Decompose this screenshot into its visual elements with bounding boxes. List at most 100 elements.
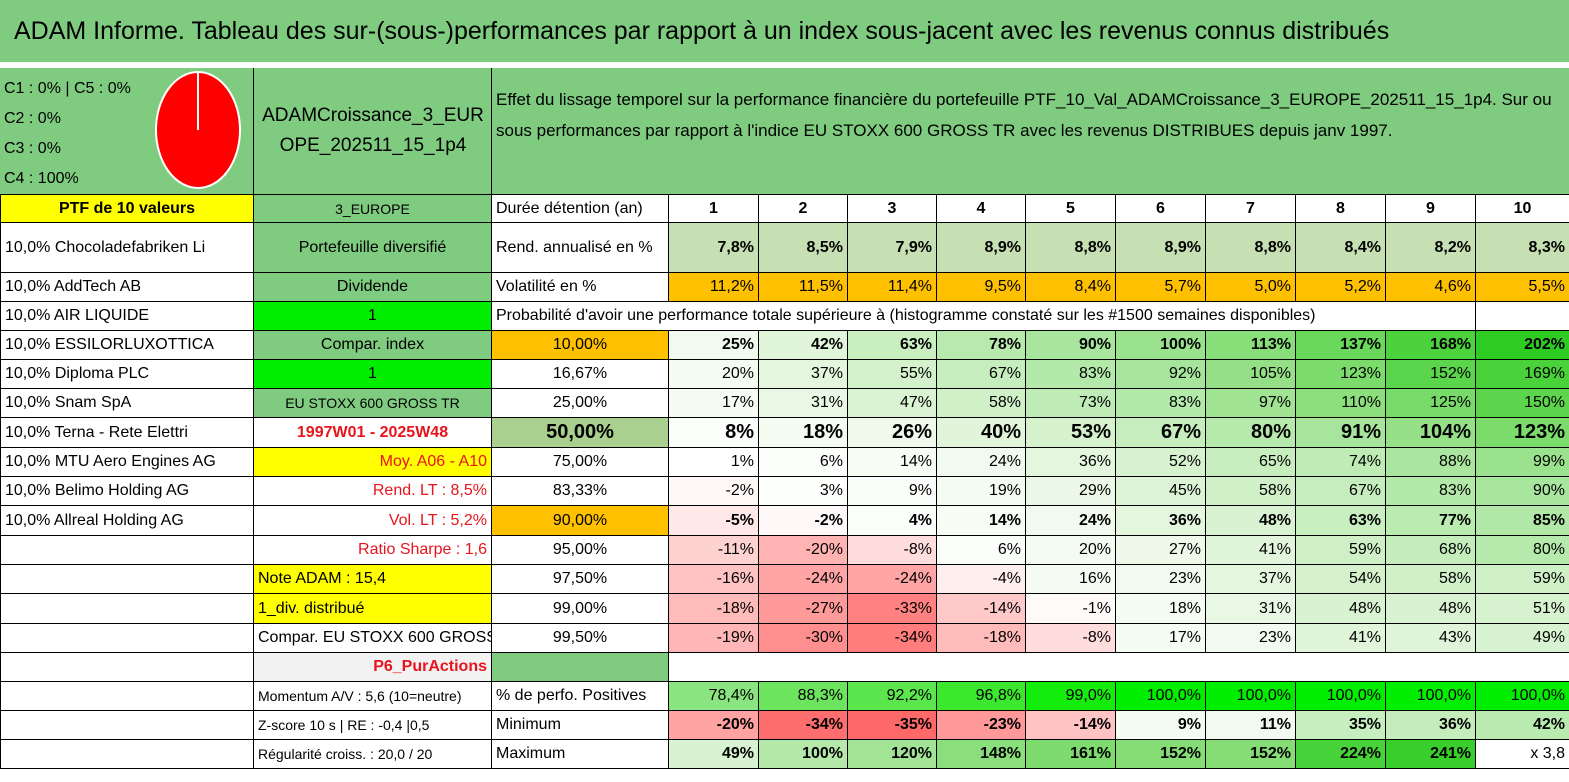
value-cell: 48% bbox=[1295, 593, 1386, 624]
class-list: C1 : 0% | C5 : 0% C2 : 0% C3 : 0% C4 : 1… bbox=[4, 74, 131, 194]
value-cell: 4,6% bbox=[1385, 272, 1476, 302]
value-cell: 169% bbox=[1475, 359, 1569, 389]
holding-cell bbox=[0, 535, 254, 565]
value-cell: 100,0% bbox=[1205, 681, 1296, 711]
value-cell: -8% bbox=[1025, 623, 1116, 653]
value-cell: 54% bbox=[1295, 564, 1386, 594]
value-cell: 24% bbox=[936, 447, 1026, 477]
value-cell: 7,9% bbox=[847, 222, 937, 273]
value-cell: 90% bbox=[1025, 330, 1116, 360]
value-cell: 100,0% bbox=[1295, 681, 1386, 711]
class-line: C4 : 100% bbox=[4, 170, 79, 187]
value-cell: -19% bbox=[668, 623, 759, 653]
row-label-cell: Durée détention (an) bbox=[491, 194, 669, 223]
value-cell: 77% bbox=[1385, 505, 1476, 536]
row-label-cell bbox=[491, 652, 669, 682]
value-cell: 152% bbox=[1205, 739, 1296, 769]
allocation-pie-chart bbox=[155, 71, 241, 189]
value-cell: 9% bbox=[1115, 710, 1206, 740]
holding-cell: 10,0% Allreal Holding AG bbox=[0, 505, 254, 536]
value-cell: 2 bbox=[758, 194, 848, 223]
value-cell: 48% bbox=[1205, 505, 1296, 536]
row-label-cell: 95,00% bbox=[491, 535, 669, 565]
value-cell: 5,5% bbox=[1475, 272, 1569, 302]
value-cell: -20% bbox=[668, 710, 759, 740]
value-cell: 10 bbox=[1475, 194, 1569, 223]
value-cell: 120% bbox=[847, 739, 937, 769]
value-cell: 45% bbox=[1115, 476, 1206, 506]
value-cell: 23% bbox=[1115, 564, 1206, 594]
value-cell: 11,4% bbox=[847, 272, 937, 302]
value-cell: 31% bbox=[758, 388, 848, 418]
value-cell: 47% bbox=[847, 388, 937, 418]
value-cell: 152% bbox=[1115, 739, 1206, 769]
value-cell: 83% bbox=[1025, 359, 1116, 389]
value-cell: 8,8% bbox=[1025, 222, 1116, 273]
table-row: Z-score 10 s | RE : -0,4 |0,5 Minimum -20%… bbox=[0, 710, 1569, 740]
value-cell: 5 bbox=[1025, 194, 1116, 223]
value-cell: 80% bbox=[1205, 417, 1296, 448]
value-cell: 59% bbox=[1475, 564, 1569, 594]
value-cell: 6% bbox=[936, 535, 1026, 565]
value-cell: 74% bbox=[1295, 447, 1386, 477]
value-cell: 85% bbox=[1475, 505, 1569, 536]
value-cell: -16% bbox=[668, 564, 759, 594]
value-cell: -23% bbox=[936, 710, 1026, 740]
value-cell: 49% bbox=[668, 739, 759, 769]
table-row: 10,0% AddTech AB Dividende Volatilité en %… bbox=[0, 272, 1569, 302]
value-cell: 105% bbox=[1205, 359, 1296, 389]
value-cell: 224% bbox=[1295, 739, 1386, 769]
value-cell: 53% bbox=[1025, 417, 1116, 448]
table-row: 10,0% Belimo Holding AG Rend. LT : 8,5% 83… bbox=[0, 476, 1569, 506]
row-label-cell: 99,00% bbox=[491, 593, 669, 624]
table-row: 10,0% Allreal Holding AG Vol. LT : 5,2% 90… bbox=[0, 505, 1569, 536]
value-cell: 17% bbox=[1115, 623, 1206, 653]
value-cell: 26% bbox=[847, 417, 937, 448]
value-cell: 49% bbox=[1475, 623, 1569, 653]
table-row: 10,0% Terna - Rete Elettri 1997W01 - 2025… bbox=[0, 417, 1569, 448]
row-label-cell: 83,33% bbox=[491, 476, 669, 506]
info-cell: Portefeuille diversifié bbox=[253, 222, 492, 273]
value-cell bbox=[668, 652, 1569, 682]
value-cell: x 3,8 bbox=[1475, 739, 1569, 769]
value-cell: 35% bbox=[1295, 710, 1386, 740]
value-cell: -30% bbox=[758, 623, 848, 653]
value-cell: 37% bbox=[1205, 564, 1296, 594]
value-cell: 125% bbox=[1385, 388, 1476, 418]
row-label-cell: 16,67% bbox=[491, 359, 669, 389]
value-cell: -35% bbox=[847, 710, 937, 740]
description-cell: Effet du lissage temporel sur la perform… bbox=[491, 68, 1569, 194]
value-cell: 8,2% bbox=[1385, 222, 1476, 273]
value-cell: -2% bbox=[758, 505, 848, 536]
table-row: Note ADAM : 15,4 97,50% -16% -24% -24% -4% 16%… bbox=[0, 564, 1569, 594]
holding-cell: 10,0% Terna - Rete Elettri bbox=[0, 417, 254, 448]
value-cell: 90% bbox=[1475, 476, 1569, 506]
value-cell: -8% bbox=[847, 535, 937, 565]
value-cell: 3% bbox=[758, 476, 848, 506]
value-cell: 25% bbox=[668, 330, 759, 360]
value-cell: 8,8% bbox=[1205, 222, 1296, 273]
holding-cell bbox=[0, 710, 254, 740]
table-row: Ratio Sharpe : 1,6 95,00% -11% -20% -8% 6% 20%… bbox=[0, 535, 1569, 565]
value-cell: 241% bbox=[1385, 739, 1476, 769]
value-cell: 73% bbox=[1025, 388, 1116, 418]
value-cell: 83% bbox=[1385, 476, 1476, 506]
holding-cell bbox=[0, 652, 254, 682]
value-cell: 42% bbox=[1475, 710, 1569, 740]
value-cell: 67% bbox=[936, 359, 1026, 389]
info-cell: Compar. index bbox=[253, 330, 492, 360]
value-cell: 27% bbox=[1115, 535, 1206, 565]
value-cell: 78,4% bbox=[668, 681, 759, 711]
row-label-cell: 97,50% bbox=[491, 564, 669, 594]
value-cell: 152% bbox=[1385, 359, 1476, 389]
value-cell: 123% bbox=[1295, 359, 1386, 389]
value-cell: 3 bbox=[847, 194, 937, 223]
info-cell: Rend. LT : 8,5% bbox=[253, 476, 492, 506]
value-cell: 161% bbox=[1025, 739, 1116, 769]
value-cell: 36% bbox=[1025, 447, 1116, 477]
value-cell: 4% bbox=[847, 505, 937, 536]
value-cell: 9 bbox=[1385, 194, 1476, 223]
value-cell: 41% bbox=[1295, 623, 1386, 653]
info-cell: 3_EUROPE bbox=[253, 194, 492, 223]
holding-cell: 10,0% Belimo Holding AG bbox=[0, 476, 254, 506]
